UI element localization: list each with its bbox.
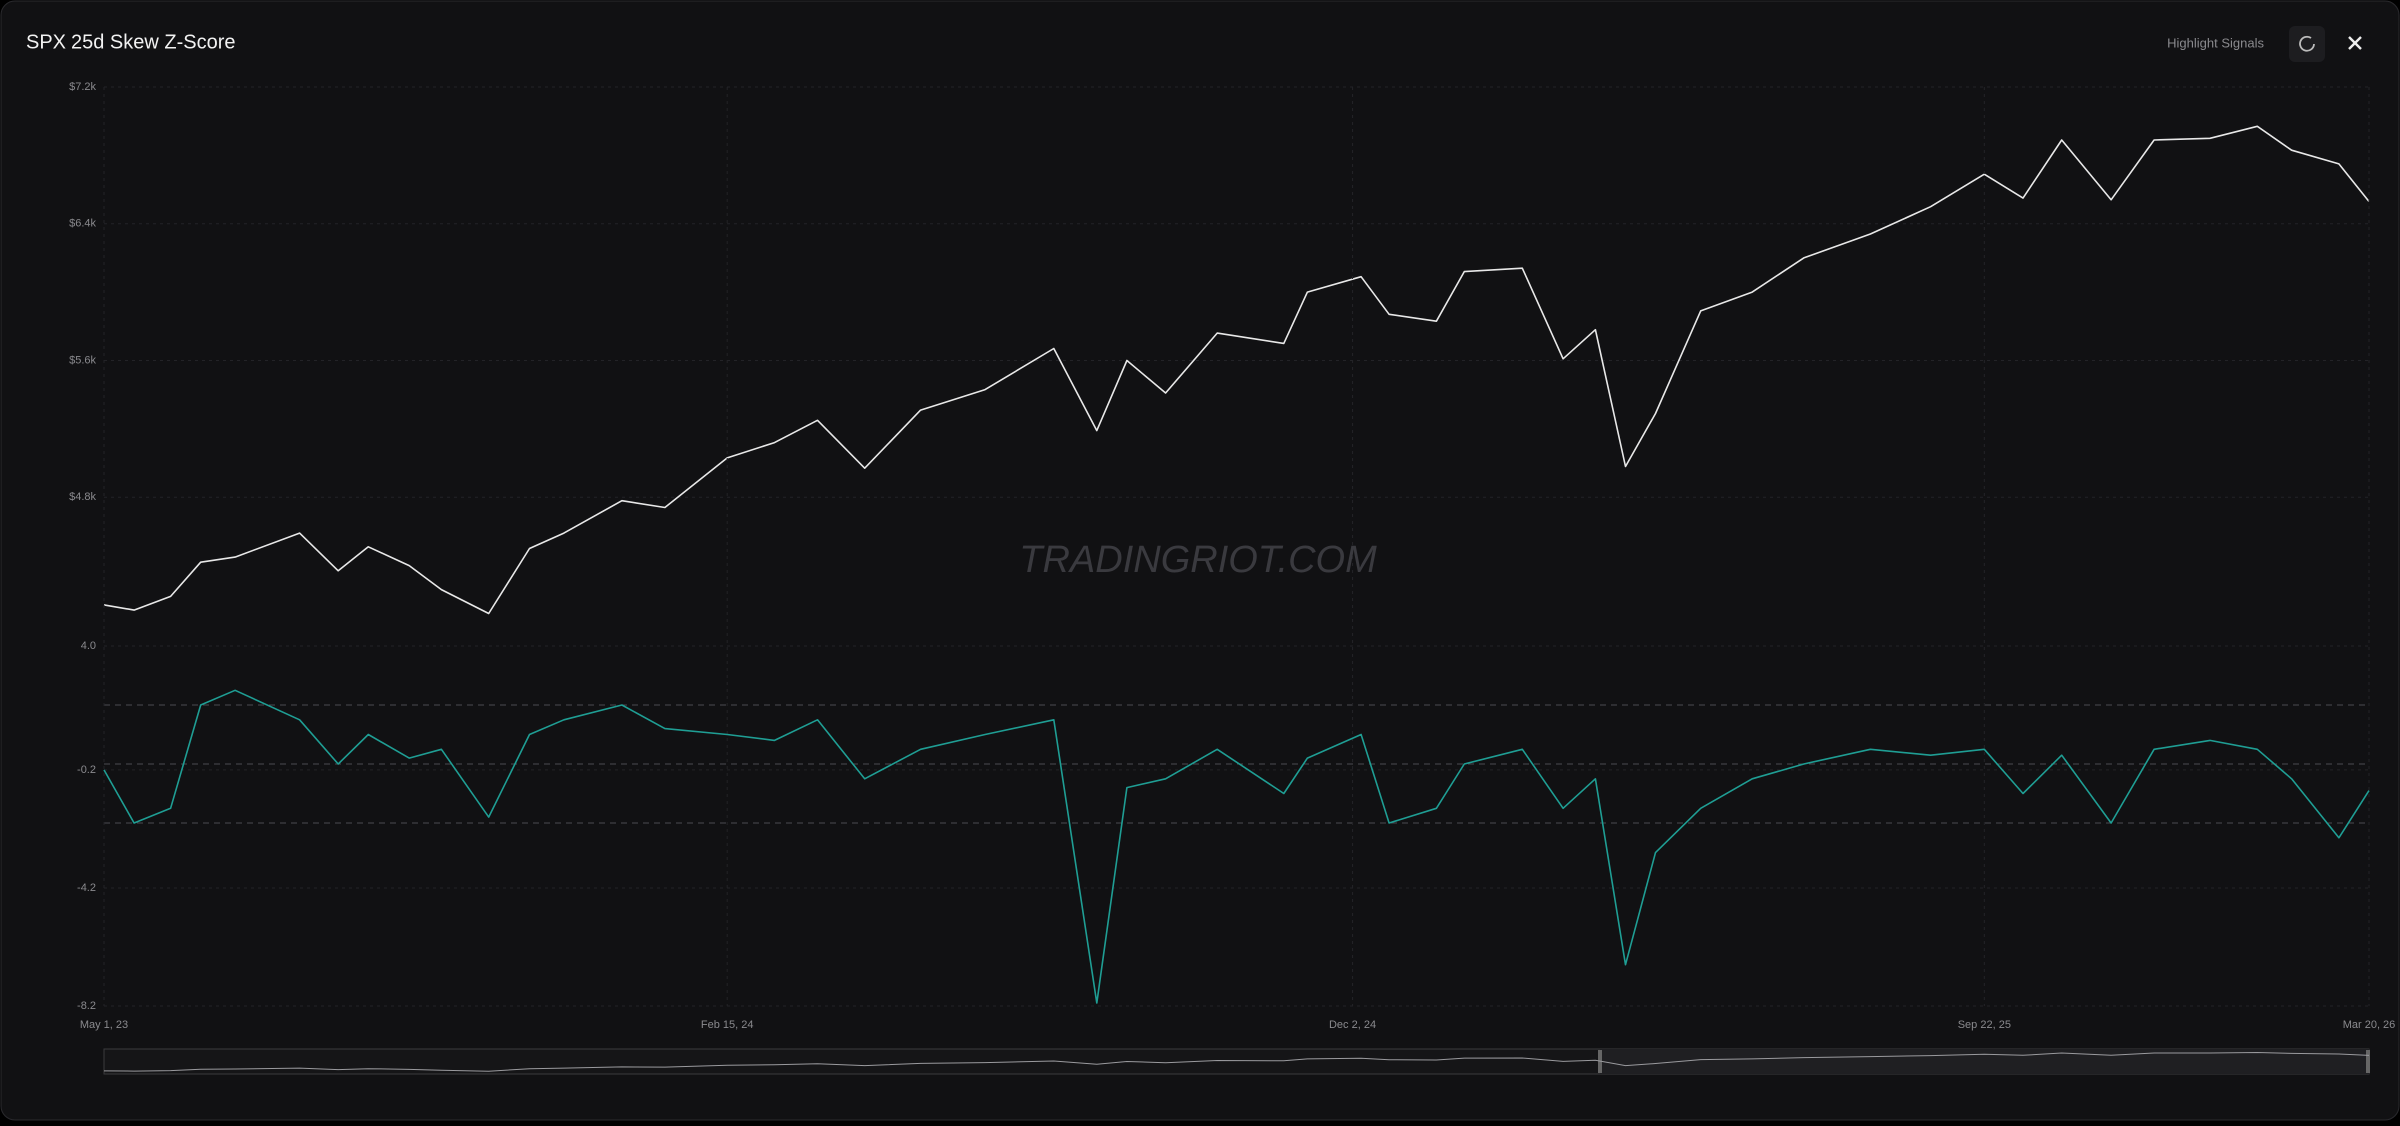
- y-tick-label: $4.8k: [69, 491, 96, 503]
- x-tick-label: Mar 20, 26: [2343, 1019, 2396, 1031]
- series-line: [103, 125, 2370, 615]
- x-tick-label: Sep 22, 25: [1958, 1019, 2011, 1031]
- chart-title: 25d Skew Z-Score: [71, 31, 236, 53]
- x-tick-label: May 1, 23: [80, 1019, 128, 1031]
- y-tick-label: -8.2: [77, 1000, 96, 1012]
- y-tick-label: $5.6k: [69, 354, 96, 366]
- series-line: [103, 689, 2370, 1004]
- y-tick-label: $6.4k: [69, 218, 96, 230]
- y-tick-label: -4.2: [77, 882, 96, 894]
- symbol: SPX: [26, 31, 66, 53]
- navigator-line: [103, 1051, 2370, 1072]
- x-tick-label: Feb 15, 24: [701, 1019, 754, 1031]
- y-tick-label: 4.0: [81, 640, 96, 652]
- close-button[interactable]: [2348, 36, 2362, 50]
- x-tick-label: Dec 2, 24: [1329, 1019, 1376, 1031]
- y-tick-label: $7.2k: [69, 81, 96, 93]
- watermark: TRADINGRIOT.COM: [1019, 539, 1377, 581]
- highlight-signals[interactable]: Highlight Signals: [2167, 35, 2264, 50]
- refresh-button[interactable]: [2289, 26, 2325, 62]
- y-tick-label: -0.2: [77, 764, 96, 776]
